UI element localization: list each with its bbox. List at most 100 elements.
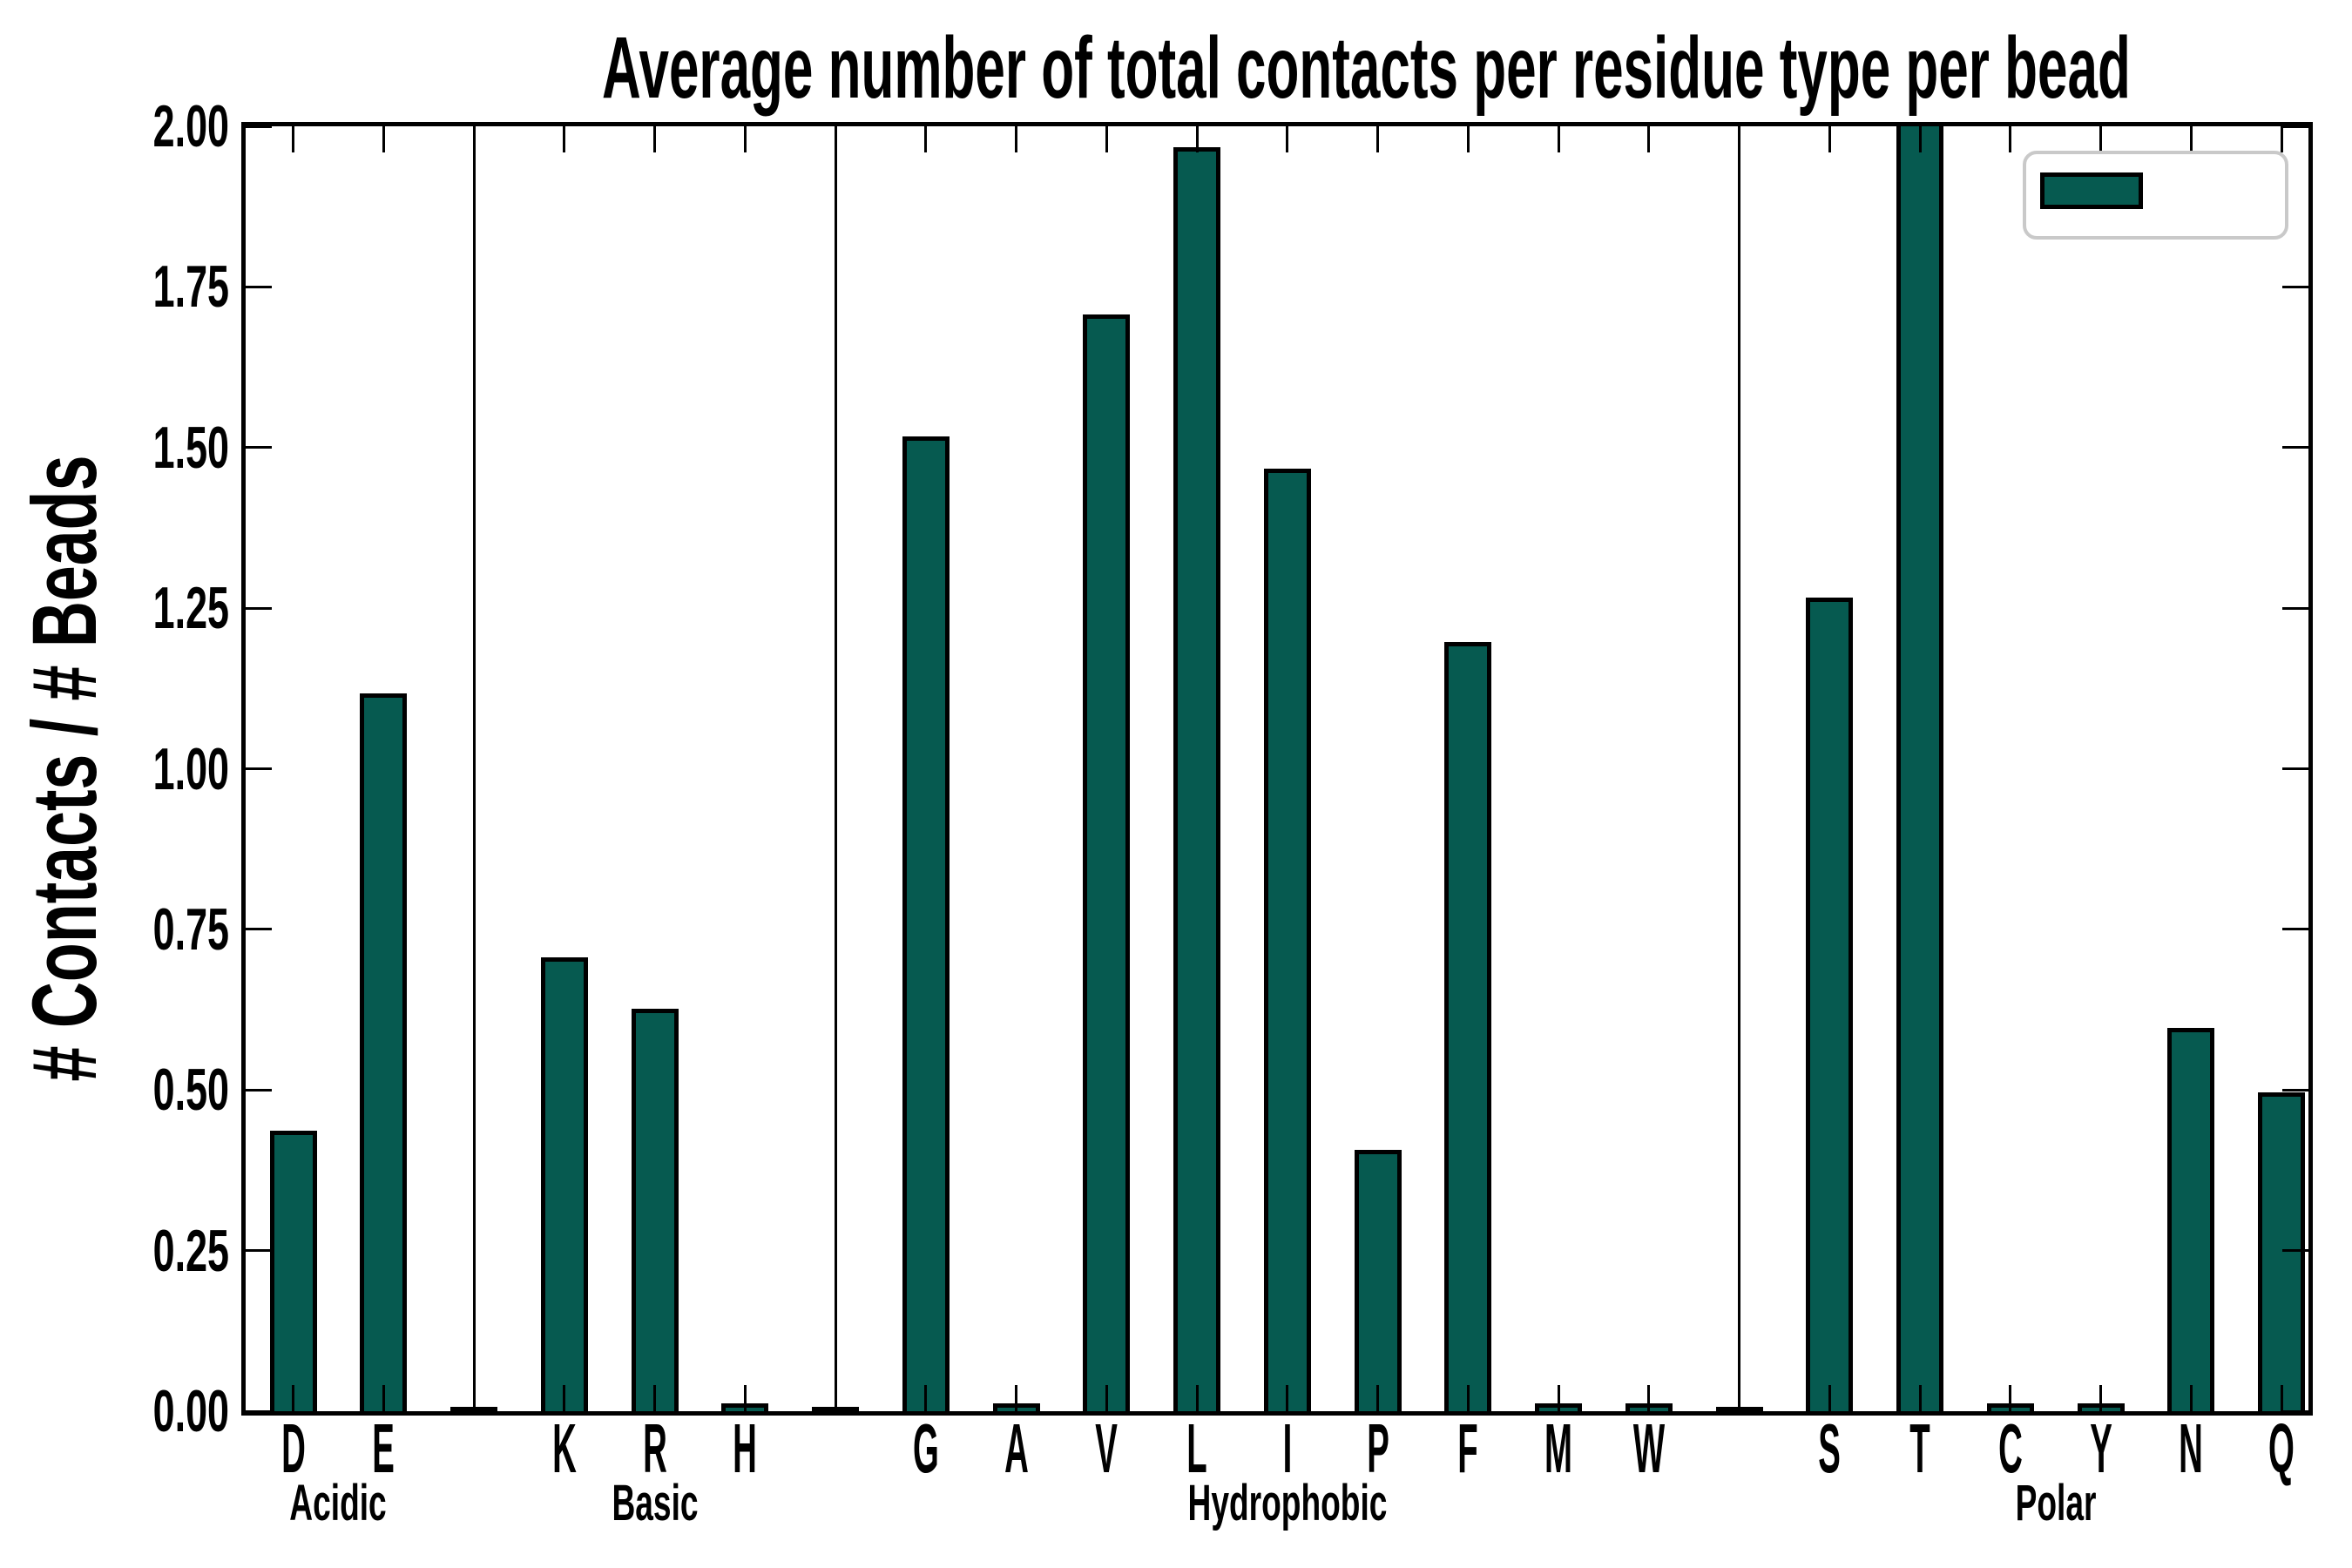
x-tick: [1918, 1385, 1922, 1411]
x-tick: [653, 1385, 656, 1411]
group-separator: [1738, 126, 1740, 1411]
x-tick: [2009, 126, 2012, 152]
y-tick: [2282, 1249, 2308, 1253]
x-tick-label-M: M: [1544, 1409, 1572, 1487]
bar-F: [1444, 642, 1492, 1411]
y-tick-label-1.00: 1.00: [152, 735, 229, 802]
y-tick: [2282, 606, 2308, 610]
x-tick: [834, 1385, 837, 1411]
group-label-acidic: Acidic: [289, 1475, 388, 1531]
x-tick: [834, 126, 837, 152]
x-tick: [563, 1385, 566, 1411]
x-tick-label-S: S: [1818, 1409, 1842, 1487]
x-tick-label-T: T: [1909, 1409, 1930, 1487]
x-tick: [292, 1385, 294, 1411]
y-tick-label-1.50: 1.50: [152, 414, 229, 481]
x-tick: [1918, 126, 1922, 152]
x-tick: [1738, 1385, 1740, 1411]
x-tick-label-V: V: [1095, 1409, 1119, 1487]
x-tick: [1466, 1385, 1470, 1411]
x-tick-label-R: R: [642, 1409, 667, 1487]
group-label-hydrophobic: Hydrophobic: [1187, 1475, 1388, 1531]
x-tick: [1647, 126, 1651, 152]
y-tick-label-1.75: 1.75: [152, 253, 229, 321]
x-tick-label-F: F: [1457, 1409, 1478, 1487]
x-tick: [1286, 1385, 1289, 1411]
y-tick: [2282, 928, 2308, 931]
x-tick: [1105, 1385, 1108, 1411]
x-tick: [1828, 126, 1831, 152]
x-tick: [1466, 126, 1470, 152]
x-tick-label-Y: Y: [2089, 1409, 2112, 1487]
x-tick-label-I: I: [1282, 1409, 1293, 1487]
x-tick: [382, 1385, 385, 1411]
bar-E: [360, 693, 408, 1411]
x-tick-label-G: G: [912, 1409, 939, 1487]
legend-swatch-popc: [2040, 172, 2143, 209]
bar-T: [1896, 122, 1943, 1411]
x-tick: [653, 126, 656, 152]
plot-area: [241, 122, 2313, 1416]
y-tick: [2282, 1088, 2308, 1092]
x-tick: [382, 126, 385, 152]
x-tick: [2189, 1385, 2193, 1411]
bar-G: [902, 436, 950, 1411]
group-separator: [472, 126, 476, 1411]
y-tick-label-0.25: 0.25: [152, 1217, 229, 1284]
x-tick-label-P: P: [1366, 1409, 1389, 1487]
y-tick: [2282, 446, 2308, 449]
x-tick: [924, 1385, 928, 1411]
y-tick: [246, 928, 272, 931]
x-tick-label-L: L: [1186, 1409, 1207, 1487]
x-tick: [292, 126, 294, 152]
x-tick-label-A: A: [1004, 1409, 1029, 1487]
x-tick: [2280, 1385, 2283, 1411]
x-tick-label-N: N: [2179, 1409, 2204, 1487]
y-tick-label-1.25: 1.25: [152, 575, 229, 642]
x-tick: [1738, 126, 1740, 152]
group-separator: [834, 126, 837, 1411]
x-tick: [1828, 1385, 1831, 1411]
x-tick: [2009, 1385, 2012, 1411]
x-tick-label-D: D: [280, 1409, 306, 1487]
x-tick: [563, 126, 566, 152]
x-tick: [1647, 1385, 1651, 1411]
group-label-basic: Basic: [611, 1475, 699, 1531]
y-tick: [2282, 1409, 2308, 1413]
bar-I: [1263, 469, 1311, 1411]
x-tick: [472, 1385, 476, 1411]
x-tick: [1195, 126, 1199, 152]
bar-R: [631, 1009, 679, 1411]
y-tick: [246, 1409, 272, 1413]
y-tick: [2282, 285, 2308, 288]
x-tick: [1557, 1385, 1560, 1411]
x-tick: [743, 126, 747, 152]
x-tick-label-H: H: [733, 1409, 758, 1487]
y-tick-label-0.00: 0.00: [152, 1378, 229, 1444]
bar-P: [1354, 1150, 1402, 1411]
x-tick-label-E: E: [372, 1409, 395, 1487]
x-tick: [2099, 1385, 2102, 1411]
bar-S: [1806, 598, 1854, 1411]
x-tick: [1557, 126, 1560, 152]
bar-K: [540, 957, 588, 1411]
x-tick: [2099, 126, 2102, 152]
y-tick: [2282, 125, 2308, 128]
y-tick-label-0.50: 0.50: [152, 1057, 229, 1124]
x-tick-label-C: C: [1997, 1409, 2023, 1487]
y-tick: [2282, 767, 2308, 770]
y-tick: [246, 606, 272, 610]
chart-title: Average number of total contacts per res…: [602, 19, 2131, 117]
y-tick: [246, 446, 272, 449]
y-tick: [246, 285, 272, 288]
y-tick: [246, 125, 272, 128]
x-tick: [472, 126, 476, 152]
y-tick: [246, 767, 272, 770]
bar-D: [269, 1131, 317, 1411]
x-tick: [743, 1385, 747, 1411]
x-tick: [1195, 1385, 1199, 1411]
x-tick: [1376, 126, 1379, 152]
group-label-polar: Polar: [2015, 1475, 2097, 1531]
x-tick: [1376, 1385, 1379, 1411]
